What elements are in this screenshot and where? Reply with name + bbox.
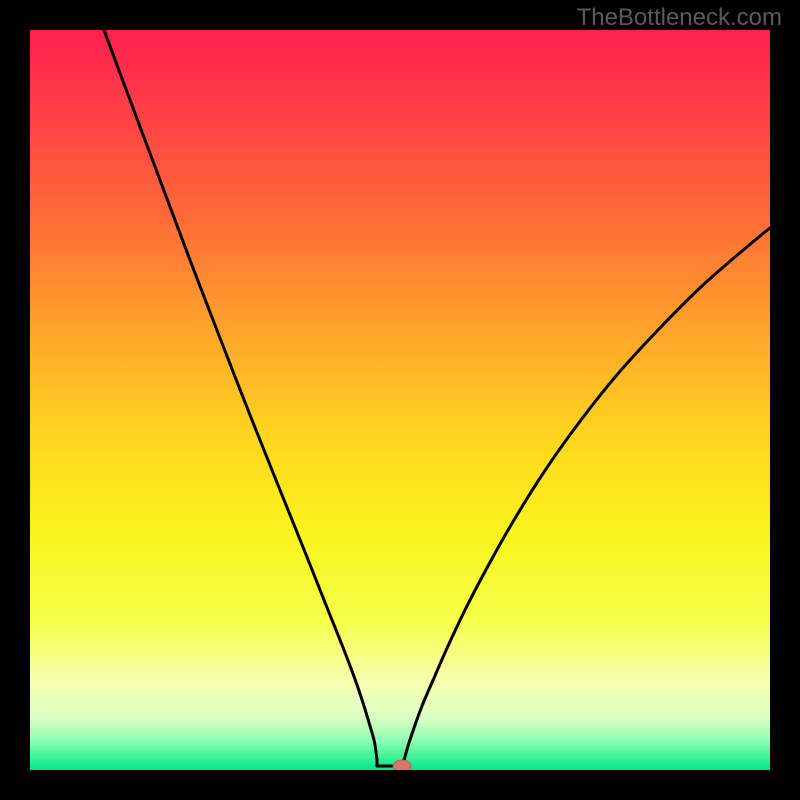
watermark-label: TheBottleneck.com	[577, 4, 782, 32]
plot-area	[30, 30, 770, 770]
bottleneck-curve-chart	[30, 30, 770, 770]
chart-frame: TheBottleneck.com	[0, 0, 800, 800]
optimal-point-marker	[393, 760, 411, 770]
gradient-background	[30, 30, 770, 770]
